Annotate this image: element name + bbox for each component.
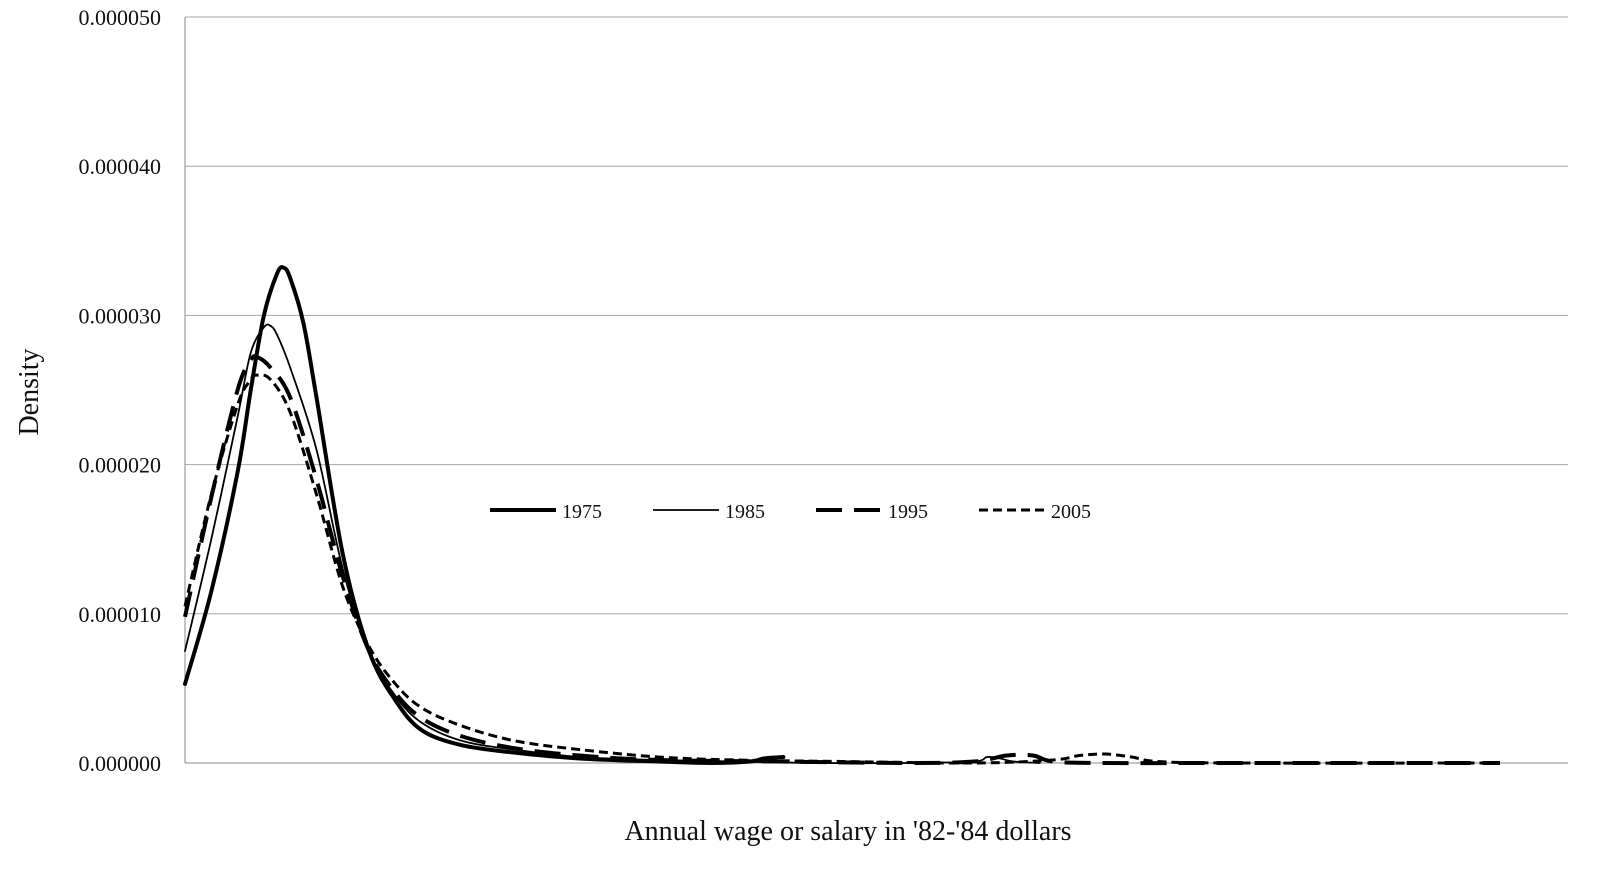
grid-lines [185,16,1568,764]
legend-label-1995: 1995 [888,501,928,523]
series-line-2005 [183,373,1501,765]
x-axis-title: Annual wage or salary in '82-'84 dollars [624,816,1071,847]
legend: 1975 1985 1995 2005 [490,501,1091,523]
legend-label-1975: 1975 [562,501,602,523]
series-line-1975 [183,265,786,765]
series-lines [183,265,1501,766]
series-line-1995 [183,354,1500,766]
y-tick-label: 0.000030 [79,303,162,328]
y-tick-label: 0.000050 [79,5,162,30]
legend-label-2005: 2005 [1051,501,1091,523]
legend-label-1985: 1985 [725,501,765,523]
axes: 0.000000 0.000010 0.000020 0.000030 0.000040… [79,5,186,776]
y-tick-label: 0.000020 [79,453,162,478]
series-line-1985 [184,323,1041,765]
y-tick-label: 0.000040 [79,154,162,179]
y-tick-label: 0.000010 [79,602,162,627]
y-tick-label: 0.000000 [79,751,162,776]
y-axis-title: Density [14,348,45,435]
